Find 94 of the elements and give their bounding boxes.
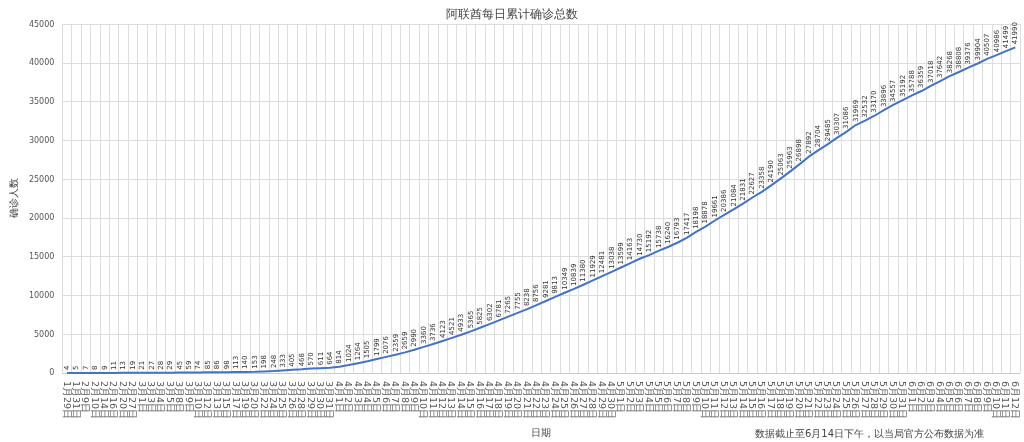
x-tick-label: 6月7日	[962, 380, 974, 414]
x-tick-label: 5月29日	[878, 380, 890, 420]
x-tick-label: 3月3日	[146, 380, 158, 414]
x-tick-label: 3月10日	[192, 380, 204, 420]
x-tick-label: 5月5日	[653, 380, 665, 414]
y-axis-title: 确诊人数	[7, 178, 19, 220]
x-tick-label: 5月26日	[850, 380, 862, 420]
x-tick-label: 2月16日	[108, 380, 120, 420]
x-tick-label: 4月4日	[361, 380, 373, 414]
x-tick-label: 6月10日	[991, 380, 1003, 420]
y-tick-label: 25000	[28, 174, 55, 184]
x-tick-label: 3月28日	[296, 380, 308, 420]
x-tick-label: 5月1日	[615, 380, 627, 414]
x-tick-label: 2月27日	[127, 380, 139, 420]
x-tick-label: 5月16日	[756, 380, 768, 420]
x-tick-label: 3月19日	[239, 380, 251, 420]
x-tick-label: 3月12日	[202, 380, 214, 420]
x-tick-label: 5月6日	[662, 380, 674, 414]
y-tick-label: 10000	[28, 290, 55, 300]
x-tick-label: 5月14日	[737, 380, 749, 420]
x-tick-label: 5月20日	[793, 380, 805, 420]
x-tick-label: 4月30日	[606, 380, 618, 420]
x-tick-label: 6月6日	[953, 380, 965, 414]
x-tick-label: 4月28日	[587, 380, 599, 420]
x-tick-label: 6月3日	[925, 380, 937, 414]
y-tick-label: 20000	[28, 213, 55, 223]
x-tick-label: 4月3日	[352, 380, 364, 414]
y-tick-label: 40000	[28, 58, 55, 68]
x-tick-label: 4月13日	[446, 380, 458, 420]
x-tick-label: 6月11日	[1000, 380, 1012, 420]
x-tick-label: 6月8日	[972, 380, 984, 414]
x-tick-label: 4月20日	[512, 380, 524, 420]
x-tick-label: 6月12日	[1009, 380, 1021, 420]
x-tick-label: 3月25日	[277, 380, 289, 420]
x-tick-label: 4月18日	[493, 380, 505, 420]
x-tick-label: 6月1日	[906, 380, 918, 414]
x-tick-label: 5月10日	[699, 380, 711, 420]
x-tick-label: 5月31日	[897, 380, 909, 420]
x-tick-label: 5月11日	[709, 380, 721, 420]
x-tick-label: 3月31日	[324, 380, 336, 420]
x-tick-label: 4月7日	[390, 380, 402, 414]
x-tick-label: 4月12日	[437, 380, 449, 420]
x-tick-label: 5月27日	[859, 380, 871, 420]
y-tick-label: 30000	[28, 135, 55, 145]
x-tick-label: 2月20日	[117, 380, 129, 420]
x-tick-label: 4月26日	[568, 380, 580, 420]
x-tick-label: 4月10日	[418, 380, 430, 420]
x-tick-label: 4月21日	[521, 380, 533, 420]
x-tick-label: 5月24日	[831, 380, 843, 420]
x-tick-label: 5月9日	[690, 380, 702, 414]
y-tick-label: 35000	[28, 97, 55, 107]
x-tick-label: 4月2日	[343, 380, 355, 414]
x-tick-label: 4月27日	[577, 380, 589, 420]
y-tick-label: 0	[49, 368, 55, 378]
x-tick-label: 4月5日	[371, 380, 383, 414]
x-tick-label: 1月29日	[61, 380, 73, 420]
x-tick-label: 5月15日	[746, 380, 758, 420]
x-tick-label: 6月5日	[944, 380, 956, 414]
x-tick-label: 3月4日	[155, 380, 167, 414]
x-tick-label: 4月15日	[465, 380, 477, 420]
x-tick-label: 5月3日	[634, 380, 646, 414]
y-tick-label: 45000	[28, 19, 55, 29]
x-tick-label: 4月9日	[408, 380, 420, 414]
x-tick-label: 4月8日	[399, 380, 411, 414]
x-tick-label: 5月8日	[681, 380, 693, 414]
x-tick-label: 3月15日	[221, 380, 233, 420]
x-tick-label: 5月19日	[784, 380, 796, 420]
x-tick-label: 4月14日	[455, 380, 467, 420]
x-tick-label: 3月20日	[249, 380, 261, 420]
x-tick-label: 5月2日	[624, 380, 636, 414]
x-axis-title: 日期	[531, 426, 552, 438]
x-tick-label: 3月26日	[286, 380, 298, 420]
x-tick-label: 2月14日	[99, 380, 111, 420]
x-tick-label: 6月2日	[915, 380, 927, 414]
x-tick-label: 4月23日	[540, 380, 552, 420]
x-tick-label: 4月22日	[530, 380, 542, 420]
x-tick-label: 5月13日	[728, 380, 740, 420]
x-tick-label: 5月23日	[822, 380, 834, 420]
x-tick-label: 1月31日	[70, 380, 82, 420]
x-tick-label: 5月21日	[803, 380, 815, 420]
x-tick-label: 3月24日	[268, 380, 280, 420]
x-tick-label: 3月17日	[230, 380, 242, 420]
text: 数据截止至6月14日下午，以当局官方公布数据为准	[754, 427, 985, 439]
chart-title: 阿联酋每日累计确诊总数	[446, 7, 578, 21]
x-tick-label: 5月18日	[775, 380, 787, 420]
x-tick-label: 3月8日	[174, 380, 186, 414]
x-tick-label: 3月9日	[183, 380, 195, 414]
x-tick-label: 3月30日	[315, 380, 327, 420]
y-tick-label: 15000	[28, 252, 55, 262]
y-tick-label: 5000	[33, 329, 55, 339]
x-tick-label: 4月17日	[484, 380, 496, 420]
x-tick-label: 4月25日	[559, 380, 571, 420]
x-tick-label: 5月28日	[868, 380, 880, 420]
x-tick-label: 2月9日	[80, 380, 92, 414]
